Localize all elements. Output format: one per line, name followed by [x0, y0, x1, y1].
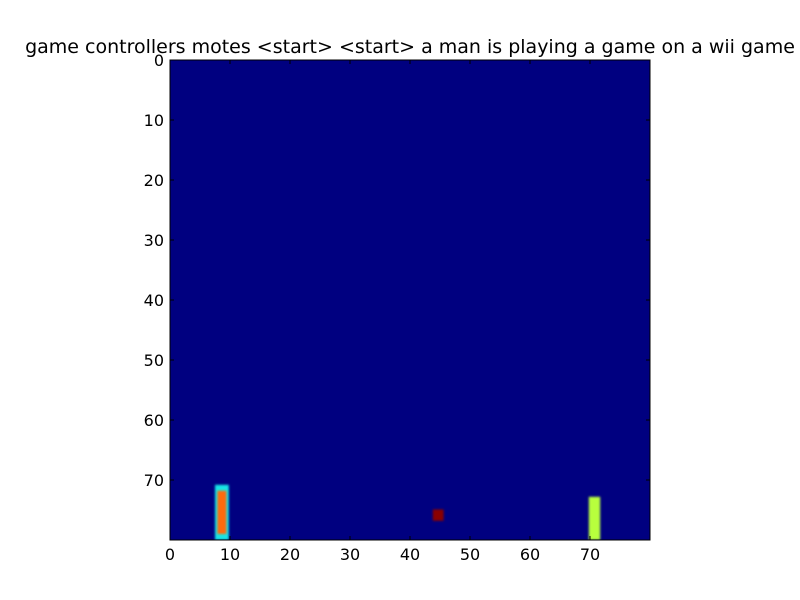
y-tick-label: 60: [144, 411, 164, 430]
x-tick-label: 30: [340, 545, 360, 564]
heatmap-right-paddle: [588, 496, 601, 540]
y-tick-label: 10: [144, 111, 164, 130]
x-tick-label: 40: [400, 545, 420, 564]
x-tick-label: 10: [220, 545, 240, 564]
x-tick-label: 0: [165, 545, 175, 564]
y-tick-label: 50: [144, 351, 164, 370]
y-tick-label: 40: [144, 291, 164, 310]
y-tick-label: 20: [144, 171, 164, 190]
chart-title: game controllers motes <start> <start> a…: [25, 36, 795, 58]
x-tick-label: 50: [460, 545, 480, 564]
y-tick-label: 0: [154, 51, 164, 70]
y-tick-label: 70: [144, 471, 164, 490]
heatmap-features: [215, 484, 601, 540]
y-tick-label: 30: [144, 231, 164, 250]
x-tick-label: 20: [280, 545, 300, 564]
heatmap-left-paddle-core: [217, 490, 227, 534]
heatmap-background: [170, 60, 650, 540]
axis-ticks: 0 10 20 30 40 50 60 70 0 10 20 30 40 50 60 70: [144, 51, 650, 564]
x-tick-label: 60: [520, 545, 540, 564]
heatmap-ball: [432, 509, 444, 521]
x-tick-label: 70: [580, 545, 600, 564]
